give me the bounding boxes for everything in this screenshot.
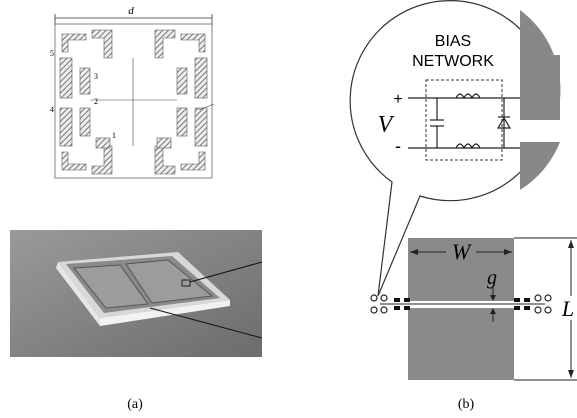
plus-label: +: [393, 91, 402, 108]
layout-drawing: d 5 3 4 2 1: [50, 5, 214, 178]
length-label: L: [561, 296, 574, 321]
gap-label: g: [487, 267, 497, 289]
unit-cell: BIAS NETWORK + - V W: [350, 1, 577, 380]
dimension-label: d: [128, 5, 134, 17]
bias-label: BIAS: [435, 33, 471, 50]
bias-label: NETWORK: [412, 53, 494, 70]
port-label: 4: [50, 105, 54, 114]
voltage-label: V: [378, 112, 395, 138]
device-photo: [10, 230, 262, 357]
width-label: W: [452, 239, 472, 264]
caption: (a): [127, 397, 143, 412]
port-label: 2: [94, 97, 98, 106]
port-label: 5: [50, 49, 54, 58]
minus-label: -: [395, 136, 401, 156]
caption: (b): [458, 397, 475, 412]
figure: d 5 3 4 2 1 (a): [0, 0, 577, 418]
port-label: 1: [112, 131, 116, 140]
port-label: 3: [94, 72, 98, 81]
